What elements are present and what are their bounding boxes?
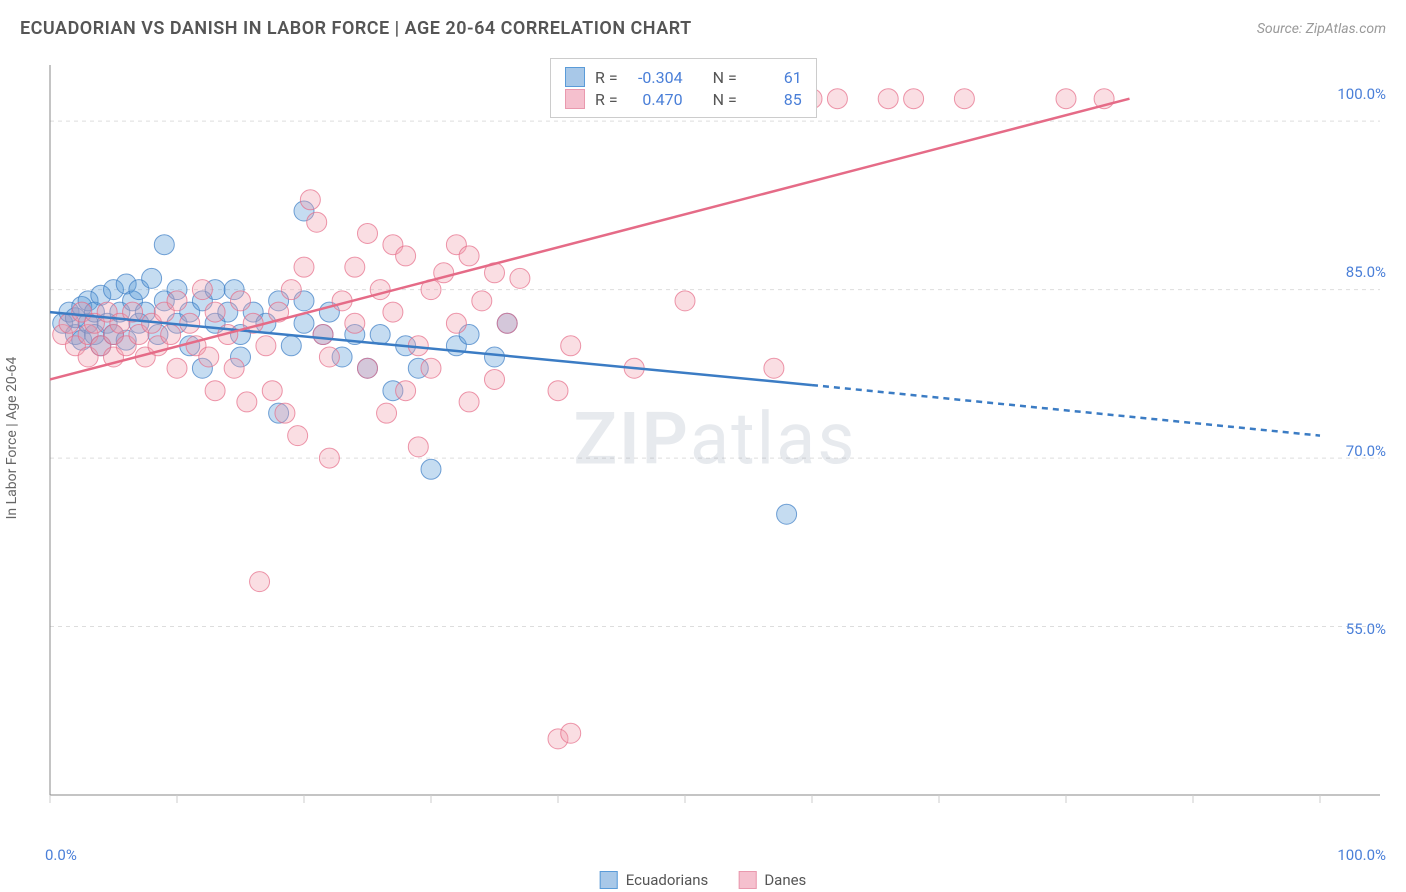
stats-row: R = -0.304 N = 61 [565, 67, 802, 87]
n-value: 85 [747, 90, 802, 109]
y-tick-label: 100.0% [1337, 85, 1386, 103]
n-value: 61 [747, 68, 802, 87]
x-tick-label: 0.0% [45, 846, 77, 864]
stats-row: R = 0.470 N = 85 [565, 89, 802, 109]
n-label: N = [713, 68, 737, 87]
r-label: R = [595, 68, 618, 87]
scatter-chart [45, 55, 1385, 830]
source-attribution: Source: ZipAtlas.com [1257, 21, 1386, 37]
legend-label: Danes [764, 871, 806, 889]
r-value: -0.304 [628, 68, 683, 87]
legend-item-danes: Danes [738, 871, 806, 889]
r-value: 0.470 [628, 90, 683, 109]
r-label: R = [595, 90, 618, 109]
x-tick-label: 100.0% [1337, 846, 1386, 864]
legend-swatch [738, 871, 756, 889]
chart-title: ECUADORIAN VS DANISH IN LABOR FORCE | AG… [20, 18, 692, 39]
legend-swatch [600, 871, 618, 889]
stats-swatch [565, 67, 585, 87]
legend-item-ecuadorians: Ecuadorians [600, 871, 709, 889]
stats-swatch [565, 89, 585, 109]
y-axis-label: In Labor Force | Age 20-64 [4, 357, 20, 520]
n-label: N = [713, 90, 737, 109]
correlation-stats-box: R = -0.304 N = 61 R = 0.470 N = 85 [550, 58, 817, 118]
legend-label: Ecuadorians [626, 871, 709, 889]
legend: Ecuadorians Danes [600, 871, 807, 889]
plot-area: ZIPatlas [45, 55, 1385, 830]
y-tick-label: 55.0% [1346, 620, 1386, 638]
y-tick-label: 70.0% [1346, 442, 1386, 460]
y-tick-label: 85.0% [1346, 263, 1386, 281]
